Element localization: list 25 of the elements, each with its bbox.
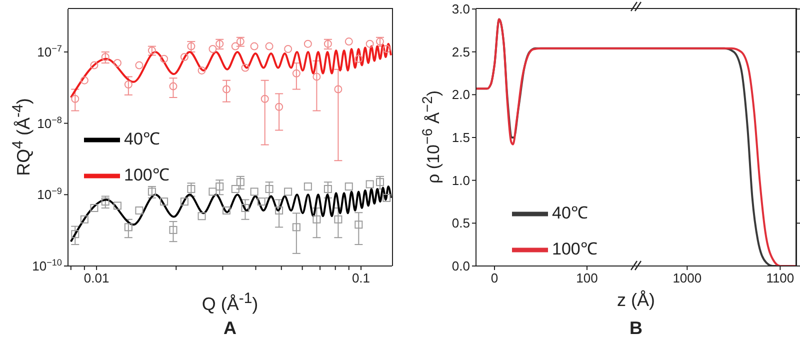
y-tick-label: 0.0	[452, 258, 470, 274]
legend-label: 100℃	[124, 165, 170, 184]
y-tick-label: 10$^{−8}$	[37, 114, 62, 131]
y-tick-label: 0.5	[452, 216, 470, 231]
text: B	[630, 318, 642, 339]
x-axis-title: z (Å)	[617, 290, 655, 311]
y-tick-label: 10$^{−7}$	[37, 44, 62, 60]
x-tick-label: 0.1	[352, 270, 370, 286]
y-tick-label: 2.5	[452, 44, 470, 60]
text: A	[224, 318, 236, 339]
x-tick-label: 1100	[766, 270, 794, 286]
legend-label: 40℃	[552, 203, 588, 222]
y-tick-label: 1.0	[452, 172, 470, 188]
y-tick-label: 3.0	[452, 2, 470, 17]
x-tick-label: 1000	[672, 270, 702, 286]
y-tick-label: 10$^{−10}$	[32, 258, 62, 274]
x-axis-title: Q (Å$^{-1}$)	[202, 290, 258, 315]
y-tick-label: 2.0	[452, 87, 470, 102]
x-tick-label: 100	[576, 270, 598, 286]
y-tick-label: 10$^{−9}$	[37, 186, 62, 202]
x-tick-label: 0	[490, 270, 498, 286]
y-tick-label: 1.5	[452, 130, 470, 146]
legend-label: 100℃	[552, 239, 598, 258]
x-tick-label: 0.01	[84, 270, 110, 286]
legend-label: 40℃	[124, 129, 160, 148]
